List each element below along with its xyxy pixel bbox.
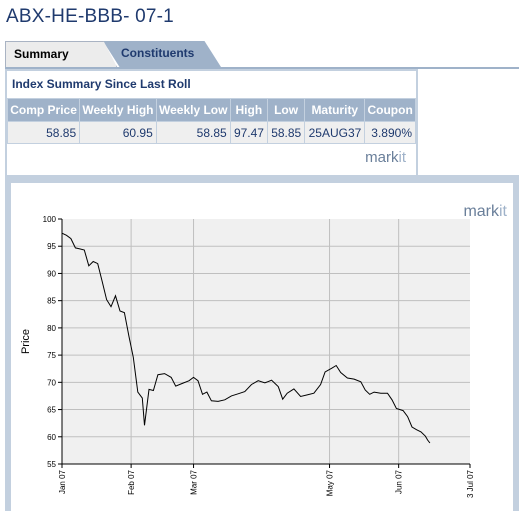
summary-panel: Index Summary Since Last Roll Comp Price… [5,69,418,175]
table-cell: 58.85 [155,121,231,144]
column-header: Comp Price [6,98,81,122]
price-chart: Jan 07 Feb 07 Mar 07 May 07 Jun 07 3 Jul 07 55… [20,215,475,498]
markit-logo: markit [463,203,507,220]
summary-heading: Index Summary Since Last Roll [7,71,416,98]
table-cell: 58.85 [266,121,306,144]
y-tick-label: 90 [47,269,56,278]
y-tick-label: 55 [47,460,56,469]
summary-table: Comp Price Weekly High Weekly Low High L… [6,98,416,144]
x-tick-label: 3 Jul 07 [466,469,475,498]
page-title: ABX-HE-BBB- 07-1 [6,6,174,27]
column-header: Maturity [304,98,366,122]
summary-data-row: 58.85 60.95 58.85 97.47 58.85 25AUG37 3.… [6,121,416,144]
summary-header-row: Comp Price Weekly High Weekly Low High L… [6,98,416,122]
markit-logo: markit [365,149,406,166]
y-tick-label: 85 [47,297,56,306]
table-cell: 25AUG37 [304,121,366,144]
y-tick-label: 70 [47,378,56,387]
y-tick-label: 75 [47,351,56,360]
column-header: Coupon [364,98,416,122]
tab-bar: Constituents Summary [5,41,519,69]
x-tick-label: Jan 07 [58,469,67,494]
column-header: Weekly High [79,98,157,122]
y-tick-label: 60 [47,433,56,442]
summary-footer: markit [7,144,416,175]
plot-background [62,219,470,464]
x-tick-label: Feb 07 [127,469,136,494]
y-tick-label: 65 [47,406,56,415]
column-header: Weekly Low [155,98,231,122]
table-cell: 58.85 [6,121,81,144]
chart-panel: markit Jan 07 Feb 07 Mar 07 May 07 Jun 07 3 J… [5,175,519,511]
y-tick-label: 80 [47,324,56,333]
y-axis-label: Price [20,329,32,354]
tab-constituents[interactable]: Constituents [103,41,221,67]
series-line [61,232,431,444]
column-header: High [229,98,268,122]
tab-summary[interactable]: Summary [5,41,117,67]
table-cell: 97.47 [229,121,268,144]
column-header: Low [266,98,306,122]
x-tick-label: May 07 [326,469,335,496]
table-cell: 3.890% [364,121,416,144]
x-tick-label: Jun 07 [395,469,404,494]
tab-underline [5,67,519,69]
chart-area: markit Jan 07 Feb 07 Mar 07 May 07 Jun 07 3 J… [11,183,513,511]
y-tick-label: 95 [47,242,56,251]
table-cell: 60.95 [79,121,157,144]
x-tick-label: Mar 07 [190,469,199,494]
y-tick-label: 100 [43,215,57,224]
